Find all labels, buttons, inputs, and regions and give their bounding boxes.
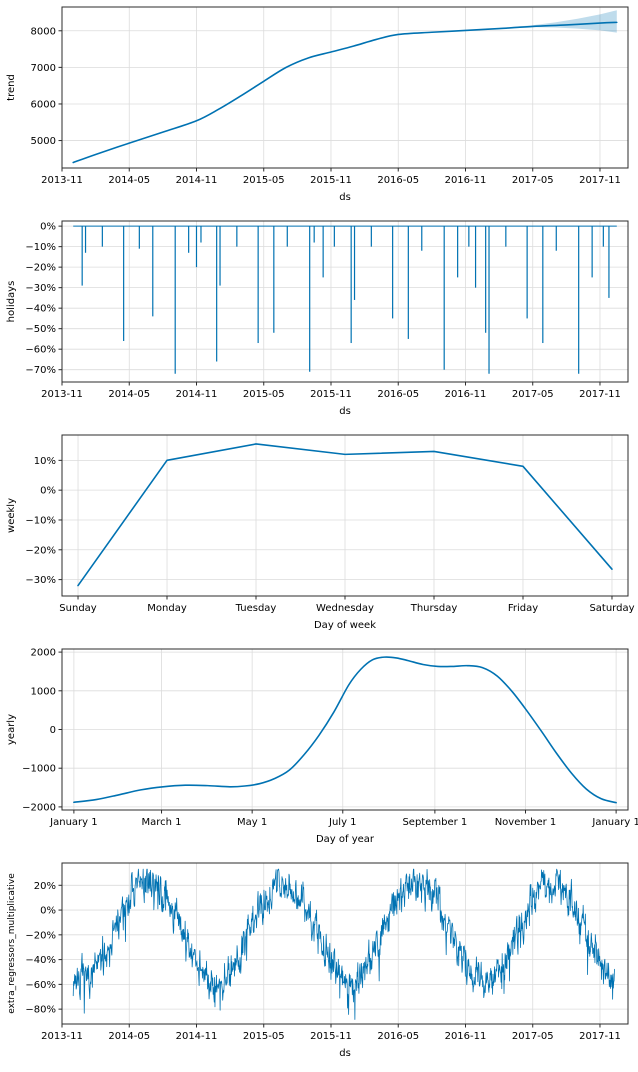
svg-text:Sunday: Sunday [59,603,96,614]
svg-text:ds: ds [339,192,351,203]
svg-text:−70%: −70% [25,365,56,376]
svg-text:Wednesday: Wednesday [316,603,374,614]
svg-text:7000: 7000 [31,63,56,74]
svg-text:Friday: Friday [508,603,538,614]
svg-text:2015-11: 2015-11 [310,389,352,400]
svg-text:2017-05: 2017-05 [512,389,554,400]
svg-text:−40%: −40% [25,304,56,315]
svg-text:2016-05: 2016-05 [377,389,419,400]
svg-text:extra_regressors_multiplicativ: extra_regressors_multiplicative [7,873,17,1014]
svg-text:0: 0 [50,725,56,736]
svg-text:2014-05: 2014-05 [108,175,150,186]
svg-text:2013-11: 2013-11 [41,1031,83,1042]
weekly-chart: Sunday Monday Tuesday Wednesday Thursday Frid… [0,428,638,642]
svg-text:2015-05: 2015-05 [243,1031,285,1042]
svg-text:−10%: −10% [25,242,56,253]
svg-text:2017-11: 2017-11 [579,389,621,400]
svg-text:Day of year: Day of year [316,834,375,845]
svg-text:March 1: March 1 [142,817,182,828]
svg-text:January 1: January 1 [591,817,638,828]
svg-text:2016-11: 2016-11 [445,1031,487,1042]
svg-text:September 1: September 1 [402,817,467,828]
svg-text:January 1: January 1 [49,817,97,828]
svg-text:2015-05: 2015-05 [243,389,285,400]
svg-text:20%: 20% [34,881,56,892]
svg-text:−30%: −30% [25,575,56,586]
svg-text:2016-11: 2016-11 [445,389,487,400]
svg-text:Thursday: Thursday [410,603,458,614]
svg-text:5000: 5000 [31,136,56,147]
svg-text:yearly: yearly [6,714,17,745]
svg-text:−2000: −2000 [22,802,56,813]
svg-text:weekly: weekly [6,498,17,533]
svg-text:2015-11: 2015-11 [310,1031,352,1042]
svg-text:holidays: holidays [6,281,17,323]
svg-text:Monday: Monday [147,603,187,614]
svg-text:Day of week: Day of week [314,620,376,631]
svg-text:−20%: −20% [25,545,56,556]
svg-text:2013-11: 2013-11 [41,389,83,400]
svg-text:10%: 10% [34,456,56,467]
svg-text:−20%: −20% [25,263,56,274]
svg-text:−60%: −60% [25,980,56,991]
svg-text:8000: 8000 [31,26,56,37]
svg-text:0%: 0% [40,486,56,497]
svg-text:2017-11: 2017-11 [579,1031,621,1042]
svg-text:2016-11: 2016-11 [445,175,487,186]
svg-text:2014-11: 2014-11 [176,1031,218,1042]
svg-text:−50%: −50% [25,324,56,335]
svg-text:2014-11: 2014-11 [176,175,218,186]
svg-text:2017-11: 2017-11 [579,175,621,186]
svg-text:2016-05: 2016-05 [377,1031,419,1042]
svg-text:trend: trend [6,74,17,101]
svg-text:0%: 0% [40,222,56,233]
svg-text:−30%: −30% [25,283,56,294]
svg-text:−10%: −10% [25,515,56,526]
svg-text:2014-05: 2014-05 [108,389,150,400]
svg-text:2013-11: 2013-11 [41,175,83,186]
svg-text:−40%: −40% [25,955,56,966]
extra-regressors-chart: 2013-11 2014-05 2014-11 2015-05 2015-11 2016-… [0,856,638,1070]
svg-text:Tuesday: Tuesday [235,603,277,614]
yearly-chart: January 1 March 1 May 1 July 1 September 1 No… [0,642,638,856]
svg-text:2015-11: 2015-11 [310,175,352,186]
svg-text:May 1: May 1 [237,817,267,828]
svg-text:ds: ds [339,1048,351,1059]
svg-text:2015-05: 2015-05 [243,175,285,186]
svg-text:2017-05: 2017-05 [512,175,554,186]
svg-text:2014-05: 2014-05 [108,1031,150,1042]
svg-text:2000: 2000 [31,648,56,659]
svg-text:0%: 0% [40,906,56,917]
svg-text:6000: 6000 [31,99,56,110]
svg-text:November 1: November 1 [495,817,557,828]
svg-text:2016-05: 2016-05 [377,175,419,186]
svg-text:Saturday: Saturday [589,603,634,614]
svg-text:2017-05: 2017-05 [512,1031,554,1042]
svg-text:−60%: −60% [25,345,56,356]
svg-text:2014-11: 2014-11 [176,389,218,400]
svg-text:ds: ds [339,406,351,417]
svg-text:July 1: July 1 [328,817,357,828]
svg-text:−20%: −20% [25,930,56,941]
svg-text:1000: 1000 [31,686,56,697]
trend-chart: 2013-11 2014-05 2014-11 2015-05 2015-11 2016-… [0,0,638,214]
svg-text:−1000: −1000 [22,764,56,775]
holidays-chart: 2013-11 2014-05 2014-11 2015-05 2015-11 2016-… [0,214,638,428]
svg-text:−80%: −80% [25,1005,56,1016]
